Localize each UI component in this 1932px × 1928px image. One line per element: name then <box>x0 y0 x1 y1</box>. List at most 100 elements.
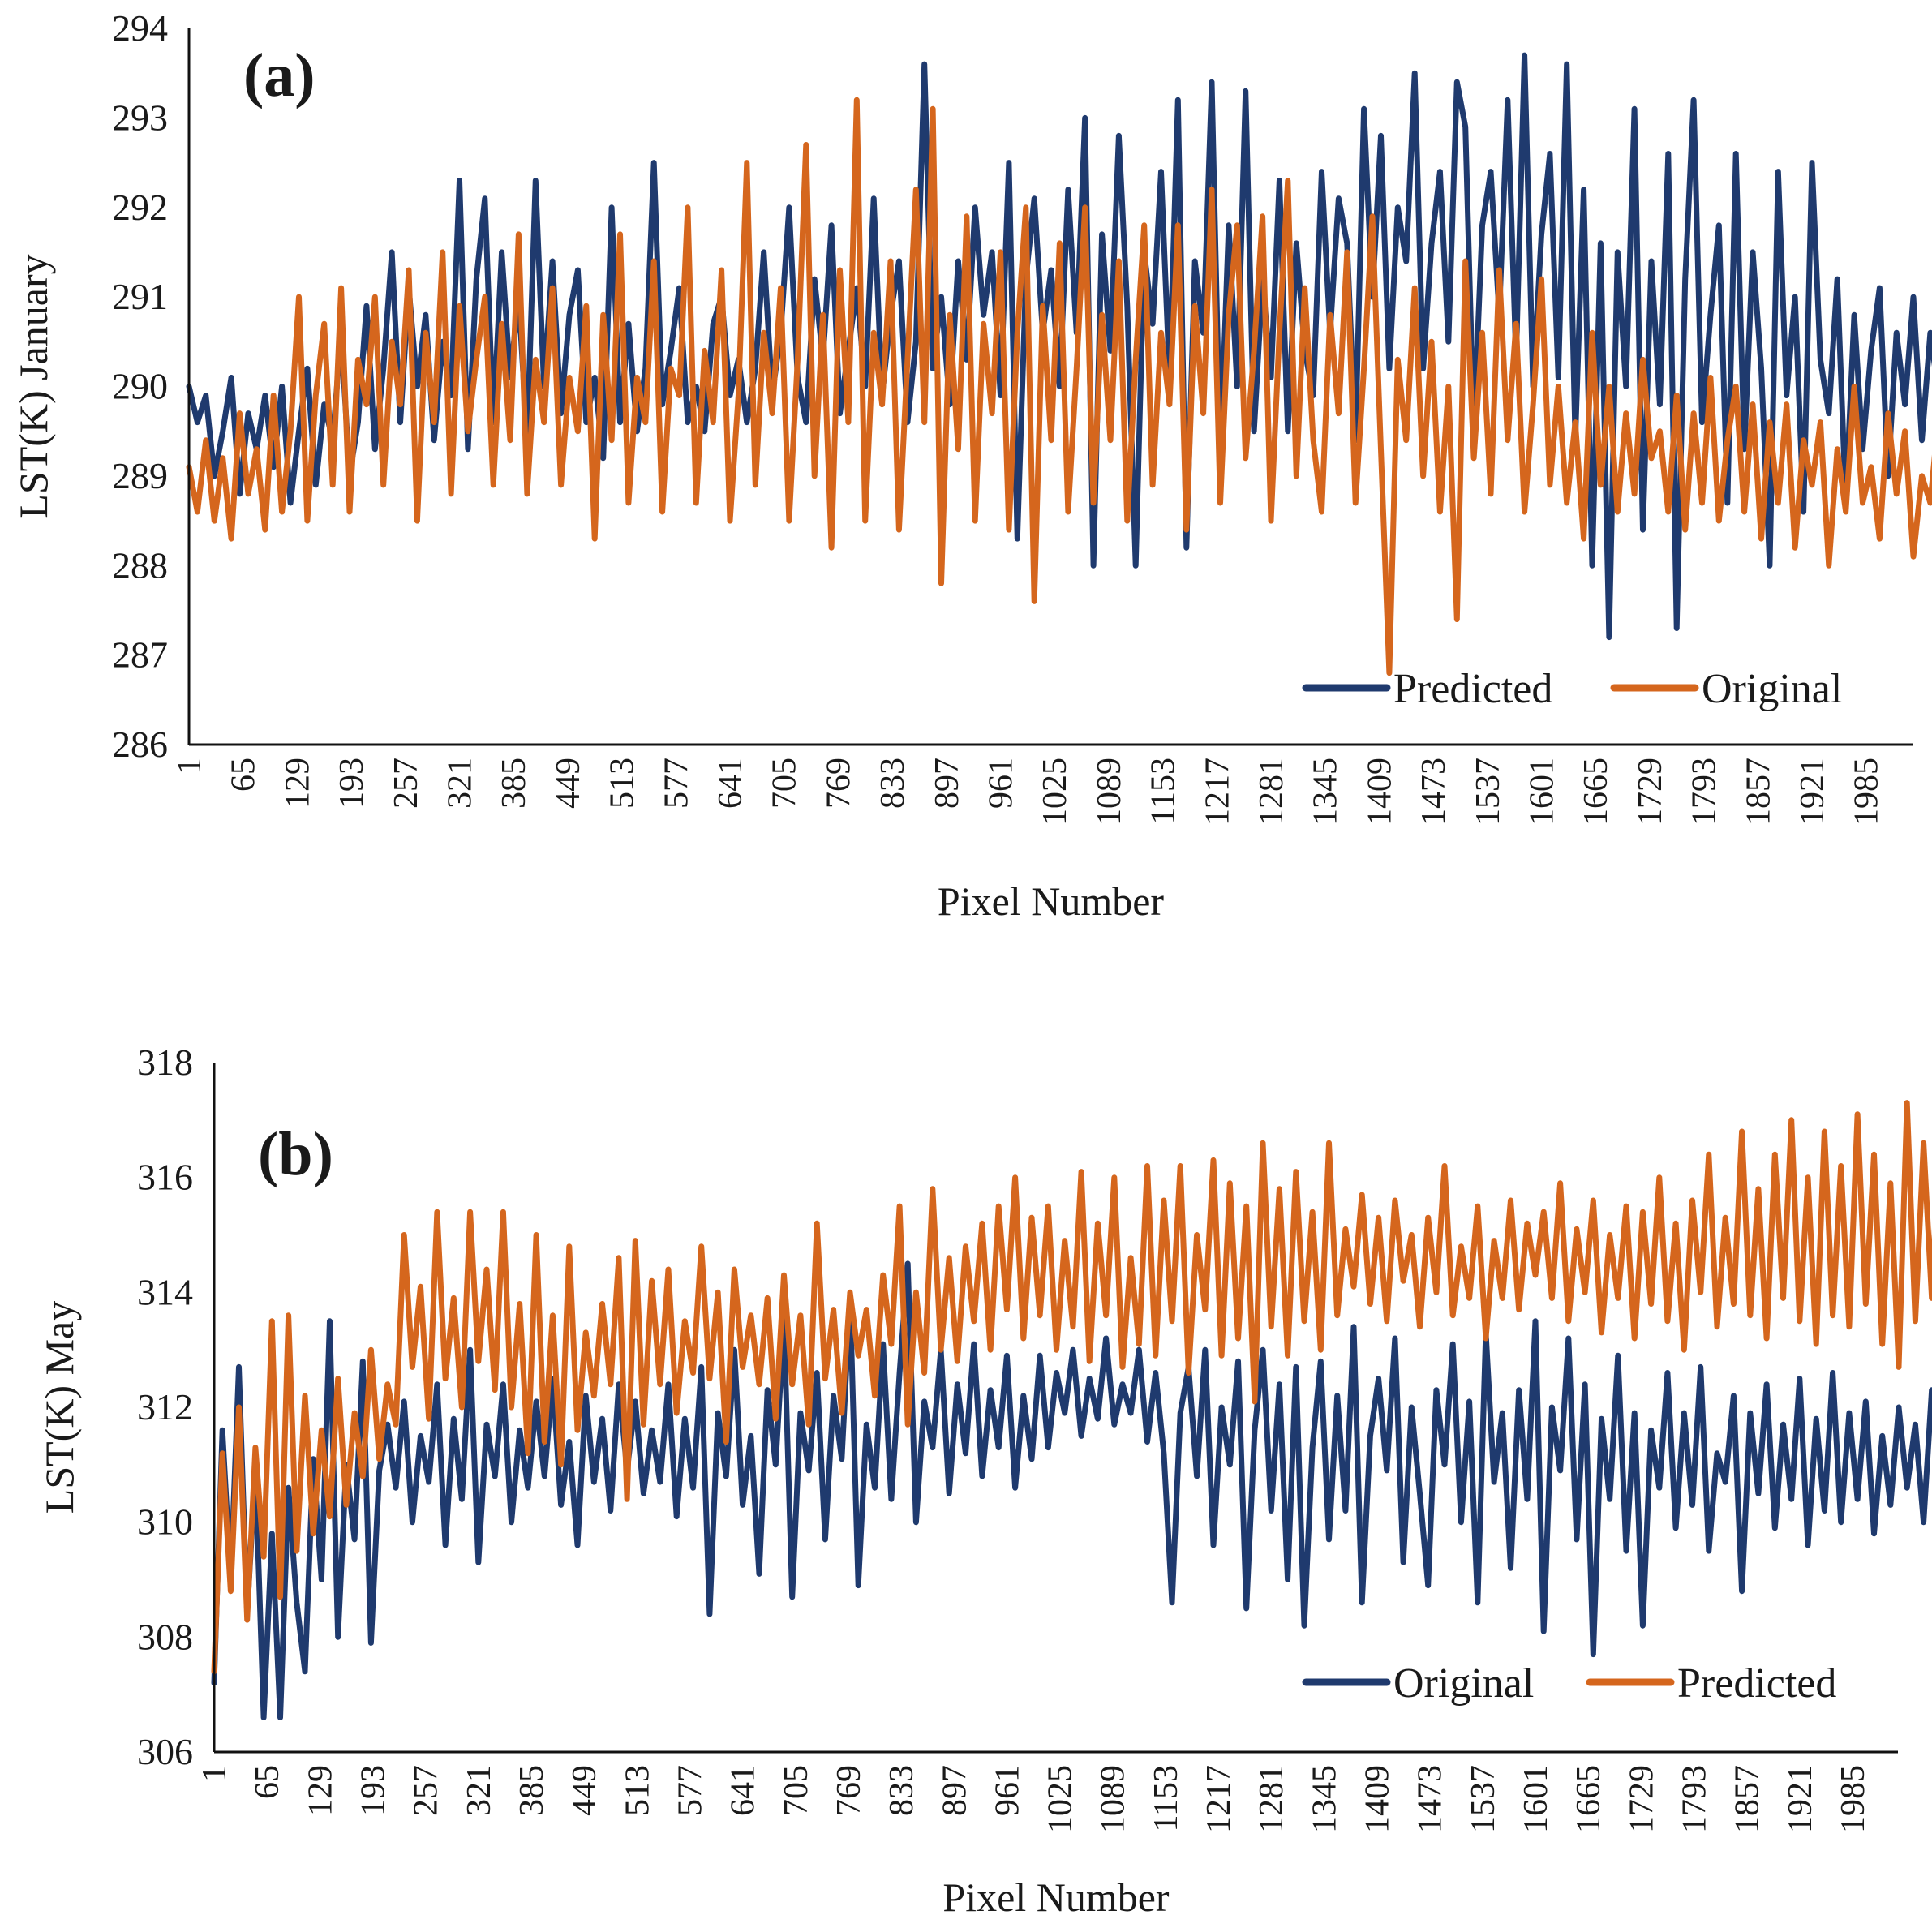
y-tick-label: 306 <box>137 1731 193 1772</box>
x-tick-label: 321 <box>461 1765 498 1816</box>
series-line-original-a <box>186 97 1932 676</box>
x-tick-label: 1793 <box>1677 1765 1714 1833</box>
x-tick-label: 1665 <box>1570 1765 1608 1833</box>
x-tick-label: 385 <box>496 758 533 809</box>
x-tick-label: 1153 <box>1145 758 1183 824</box>
x-tick-label: 321 <box>441 758 479 809</box>
x-tick-label: 1857 <box>1729 1765 1767 1833</box>
x-tick-label: 1921 <box>1794 758 1831 826</box>
x-ticks-a: 1 65 129 193 257 321 385 449 513 577 641 705 769 833 8… <box>171 758 1886 826</box>
x-tick-label: 449 <box>566 1765 603 1816</box>
y-tick-label: 292 <box>112 187 168 228</box>
y-tick-label: 293 <box>112 97 168 138</box>
y-tick-label: 286 <box>112 724 168 765</box>
chart-panel-a: 286 287 288 289 290 291 292 293 294 1 65 129 193 257… <box>11 7 1932 924</box>
y-tick-label: 312 <box>137 1386 193 1428</box>
x-tick-label: 1 <box>171 758 208 775</box>
y-ticks-b: 306 308 310 312 314 316 318 <box>137 1041 193 1772</box>
y-tick-label: 288 <box>112 544 168 586</box>
x-tick-label: 705 <box>778 1765 815 1816</box>
x-tick-label: 1537 <box>1465 1765 1502 1833</box>
x-tick-label: 577 <box>672 1765 709 1816</box>
x-axis-title-b: Pixel Number <box>942 1874 1169 1920</box>
legend-label-predicted-a: Predicted <box>1393 666 1552 712</box>
x-tick-label: 641 <box>712 758 749 809</box>
y-axis-title-b: LST(K) May <box>36 1301 82 1514</box>
x-tick-label: 193 <box>333 758 371 809</box>
x-tick-label: 1281 <box>1253 758 1290 826</box>
x-ticks-b: 1 65 129 193 257 321 385 449 513 577 641 705 769 833 8… <box>196 1765 1872 1833</box>
legend-label-predicted-b: Predicted <box>1677 1660 1836 1707</box>
x-tick-label: 961 <box>982 758 1020 809</box>
x-tick-label: 1473 <box>1412 1765 1449 1833</box>
x-tick-label: 513 <box>604 758 642 809</box>
x-tick-label: 1153 <box>1148 1765 1185 1831</box>
x-tick-label: 1985 <box>1835 1765 1872 1833</box>
x-tick-label: 577 <box>658 758 695 809</box>
x-tick-label: 1025 <box>1037 758 1074 826</box>
x-tick-label: 1089 <box>1091 758 1128 826</box>
x-tick-label: 449 <box>550 758 587 809</box>
y-tick-label: 310 <box>137 1501 193 1543</box>
x-tick-label: 1665 <box>1578 758 1615 826</box>
y-ticks-a: 286 287 288 289 290 291 292 293 294 <box>112 7 168 765</box>
x-axis-title-a: Pixel Number <box>938 878 1164 924</box>
x-tick-label: 769 <box>820 758 857 809</box>
x-tick-label: 1 <box>196 1765 234 1782</box>
x-tick-label: 1409 <box>1361 758 1398 826</box>
x-tick-label: 385 <box>513 1765 551 1816</box>
y-tick-label: 316 <box>137 1157 193 1198</box>
x-tick-label: 1345 <box>1306 1765 1343 1833</box>
x-tick-label: 1729 <box>1632 758 1669 826</box>
x-tick-label: 1409 <box>1359 1765 1397 1833</box>
series-layer-b <box>211 1100 1932 1720</box>
legend-label-original-a: Original <box>1702 666 1842 712</box>
x-tick-label: 1985 <box>1848 758 1886 826</box>
x-tick-label: 833 <box>874 758 912 809</box>
x-tick-label: 193 <box>354 1765 392 1816</box>
y-tick-label: 308 <box>137 1616 193 1657</box>
y-tick-label: 314 <box>137 1271 193 1312</box>
x-tick-label: 1025 <box>1042 1765 1080 1833</box>
panel-label-b: (b) <box>258 1120 333 1188</box>
x-tick-label: 1217 <box>1199 758 1236 826</box>
x-tick-label: 257 <box>388 758 425 809</box>
x-tick-label: 65 <box>225 758 263 792</box>
chart-panel-b: 306 308 310 312 314 316 318 1 65 129 193 257 321 385… <box>36 1041 1932 1920</box>
y-tick-label: 287 <box>112 634 168 676</box>
y-tick-label: 289 <box>112 455 168 496</box>
y-tick-label: 291 <box>112 276 168 317</box>
x-tick-label: 1601 <box>1523 758 1561 826</box>
x-tick-label: 513 <box>619 1765 656 1816</box>
x-tick-label: 897 <box>929 758 966 809</box>
x-tick-label: 1921 <box>1782 1765 1819 1833</box>
series-line-predicted-b <box>211 1100 1932 1675</box>
x-tick-label: 65 <box>249 1765 286 1799</box>
x-tick-label: 961 <box>989 1765 1026 1816</box>
legend-b: Original Predicted <box>1302 1660 1836 1707</box>
x-tick-label: 1281 <box>1253 1765 1290 1833</box>
y-tick-label: 318 <box>137 1041 193 1083</box>
series-layer-a <box>186 52 1932 676</box>
panel-label-a: (a) <box>243 41 316 109</box>
x-tick-label: 1089 <box>1095 1765 1132 1833</box>
x-tick-label: 1537 <box>1470 758 1507 826</box>
x-tick-label: 1857 <box>1740 758 1777 826</box>
x-tick-label: 641 <box>725 1765 762 1816</box>
x-tick-label: 1729 <box>1623 1765 1660 1833</box>
y-tick-label: 294 <box>112 7 168 49</box>
legend-a: Predicted Original <box>1302 666 1842 712</box>
y-axis-title-a: LST(K) January <box>11 254 56 518</box>
x-tick-label: 769 <box>831 1765 868 1816</box>
x-tick-label: 1217 <box>1200 1765 1238 1833</box>
x-tick-label: 1793 <box>1686 758 1724 826</box>
x-tick-label: 897 <box>936 1765 973 1816</box>
legend-label-original-b: Original <box>1393 1660 1534 1707</box>
x-tick-label: 257 <box>408 1765 445 1816</box>
x-tick-label: 1345 <box>1307 758 1345 826</box>
x-tick-label: 129 <box>279 758 316 809</box>
x-tick-label: 1601 <box>1518 1765 1555 1833</box>
x-tick-label: 705 <box>766 758 804 809</box>
x-tick-label: 1473 <box>1415 758 1453 826</box>
